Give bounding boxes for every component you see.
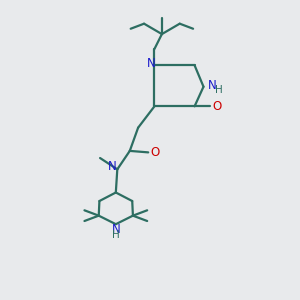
Text: O: O (212, 100, 221, 113)
Text: H: H (215, 85, 223, 95)
Text: H: H (112, 230, 120, 240)
Text: O: O (150, 146, 159, 159)
Text: N: N (146, 57, 155, 70)
Text: N: N (108, 160, 116, 173)
Text: N: N (207, 79, 216, 92)
Text: N: N (111, 223, 120, 236)
